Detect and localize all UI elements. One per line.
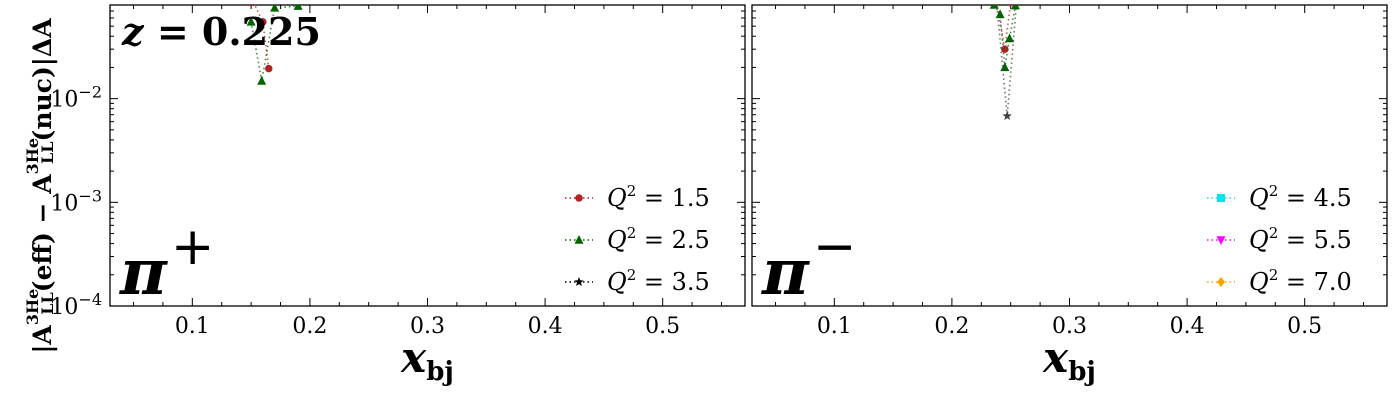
legend-label: Q2 = 5.5 <box>1249 224 1352 254</box>
data-point <box>250 5 257 7</box>
x-tick-label: 0.2 <box>292 314 327 339</box>
legend-entry: Q2 = 3.5 <box>565 266 710 296</box>
legend-label: Q2 = 3.5 <box>607 266 710 296</box>
panel-pi-plus: 0.1 0.2 0.3 0.4 0.5 10−4 10−3 10−2 Q2 = 1.5 Q2 = … <box>50 4 746 387</box>
panel-pi-minus: 0.1 0.2 0.3 0.4 0.5 Q2 = 4.5 Q2 = 5.5 Q2 = 7.0 π… <box>751 4 1388 387</box>
y-tick-label: 10−4 <box>50 290 102 320</box>
data-point <box>1001 45 1009 53</box>
data-point <box>1008 5 1014 7</box>
legend-marker <box>575 194 583 202</box>
legend-entry: Q2 = 2.5 <box>565 224 710 254</box>
pion-label: π+ <box>119 217 214 310</box>
legend-marker <box>1216 236 1226 245</box>
data-point <box>257 75 267 85</box>
legend-label: Q2 = 1.5 <box>607 182 710 212</box>
x-tick-label: 0.4 <box>1170 314 1205 339</box>
data-layer <box>989 5 1020 121</box>
legend-marker <box>1217 277 1225 287</box>
data-point <box>1010 5 1020 10</box>
x-tick-label: 0.2 <box>934 314 969 339</box>
y-axis-label: |A3HeLL(eff) − A3HeLL(nuc)|ΔA <box>23 18 57 354</box>
legend-entry: Q2 = 1.5 <box>565 182 710 212</box>
data-point <box>1013 5 1020 7</box>
x-tick-label: 0.1 <box>175 314 210 339</box>
data-point <box>265 64 273 73</box>
legend-label: Q2 = 2.5 <box>607 224 710 254</box>
x-tick-label: 0.5 <box>645 314 680 339</box>
data-point <box>1000 62 1010 72</box>
pion-label: π− <box>761 217 856 310</box>
data-point <box>995 9 1005 19</box>
legend-label: Q2 = 4.5 <box>1249 182 1352 212</box>
data-point <box>1002 111 1012 121</box>
x-axis-label: xbj <box>1042 333 1096 387</box>
data-point <box>293 5 303 10</box>
x-tick-label: 0.3 <box>1052 314 1087 339</box>
y-tick-label: 10−2 <box>50 83 102 113</box>
y-tick-label: 10−3 <box>50 186 102 216</box>
data-point <box>270 5 280 12</box>
legend-marker <box>1217 194 1225 202</box>
x-tick-label: 0.4 <box>528 314 563 339</box>
x-axis-label: xbj <box>400 333 454 387</box>
x-tick-label: 0.3 <box>410 314 445 339</box>
legend-entry: Q2 = 5.5 <box>1207 224 1352 254</box>
data-point <box>246 16 256 26</box>
data-point <box>259 18 267 26</box>
legend-entry: Q2 = 7.0 <box>1207 266 1352 296</box>
x-tick-label: 0.1 <box>817 314 852 339</box>
x-tick-label: 0.5 <box>1287 314 1322 339</box>
legend-entry: Q2 = 4.5 <box>1207 182 1352 212</box>
data-point <box>1005 33 1015 43</box>
legend-label: Q2 = 7.0 <box>1249 266 1352 296</box>
legend-marker <box>574 235 584 244</box>
series-line <box>996 5 1018 117</box>
data-point <box>993 5 1000 7</box>
z-annotation: z = 0.225 <box>121 9 321 54</box>
legend-marker <box>574 277 584 287</box>
svg-text:|A3HeLL(eff) − A3HeLL(nuc)|ΔA: |A3HeLL(eff) − A3HeLL(nuc)|ΔA <box>23 18 57 354</box>
data-layer <box>246 5 303 85</box>
